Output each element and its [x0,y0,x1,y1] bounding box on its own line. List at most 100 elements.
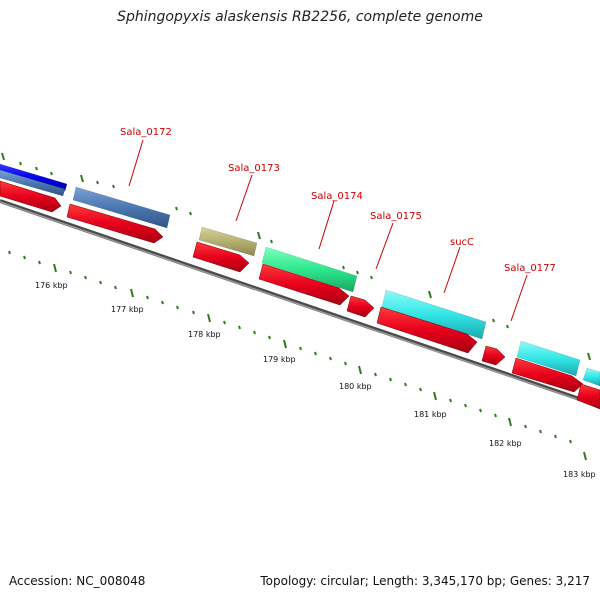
cds-arrow[interactable] [0,180,62,213]
cds-arrow[interactable] [511,357,584,393]
tick-mark [146,295,149,300]
gene-bar-sala-0172[interactable] [72,186,171,229]
tick-mark [99,280,102,285]
tick-mark [38,260,41,265]
tick-mark [112,184,115,189]
tick-mark [223,320,226,325]
tick-mark [176,305,179,310]
leader-line [128,139,144,187]
gene-label-sala-0173[interactable]: Sala_0173 [228,163,280,174]
cds-arrow[interactable] [481,345,506,366]
leader-line [443,246,461,294]
tick-mark [358,365,362,375]
tick-mark [114,285,117,290]
tick-mark [23,255,26,260]
tick-mark [374,372,377,377]
tick-mark [314,351,317,356]
gene-bar-sala-0177[interactable] [582,367,600,387]
tick-mark [84,275,87,280]
tick-mark [539,429,542,434]
gene-label-sala-0172[interactable]: Sala_0172 [120,127,172,138]
scale-label: 181 kbp [414,410,447,419]
scale-label: 177 kbp [111,305,144,314]
scale-label: 183 kbp [563,470,596,479]
tick-mark [1,152,5,161]
tick-mark [508,417,512,427]
tick-mark [192,310,195,315]
leader-line [375,222,394,270]
cds-arrow[interactable] [376,306,478,354]
tick-mark [587,352,591,361]
tick-mark [433,391,437,401]
tick-mark [479,408,482,413]
tick-mark [464,403,467,408]
tick-mark [524,424,527,429]
tick-mark [449,398,452,403]
cds-arrow[interactable] [192,241,250,273]
gene-label-sala-0175[interactable]: Sala_0175 [370,211,422,222]
tick-mark [53,263,57,273]
tick-mark [492,318,495,323]
scale-label: 176 kbp [35,281,68,290]
tick-mark [270,239,273,244]
scale-label: 180 kbp [339,382,372,391]
cds-arrow[interactable] [258,263,350,306]
cds-arrow[interactable] [576,383,600,410]
tick-mark [189,211,192,216]
gene-bar-sala-0175[interactable] [381,289,487,340]
leader-line [510,274,528,322]
gene-bar-sucC[interactable] [516,340,581,377]
tick-mark [389,377,392,382]
cds-arrow[interactable] [346,295,375,318]
cds-arrow[interactable] [66,203,164,244]
tick-mark [161,300,164,305]
gene-label-sucC[interactable]: sucC [450,237,474,248]
tick-mark [583,451,587,461]
scale-label: 178 kbp [188,330,221,339]
tick-mark [96,180,99,185]
outer-ticks [1,152,591,361]
inner-ticks [8,250,587,461]
gene-bar-steelblue-partial[interactable] [0,169,66,197]
tick-mark [80,174,84,183]
tick-mark [299,346,302,351]
tick-mark [419,387,422,392]
scale-labels: 176 kbp 177 kbp 178 kbp 179 kbp 180 kbp … [35,281,596,479]
tick-mark [329,356,332,361]
tick-mark [404,382,407,387]
gene-bar-sala-0174[interactable] [261,246,358,293]
map-title: Sphingopyxis alaskensis RB2256, complete… [117,9,483,25]
genome-summary-text: Topology: circular; Length: 3,345,170 bp… [260,574,590,588]
tick-mark [207,313,211,323]
backbone [0,199,600,408]
leader-line [318,200,335,250]
accession-text: Accession: NC_008048 [9,574,146,588]
gene-label-sala-0177[interactable]: Sala_0177 [504,263,556,274]
tick-mark [69,270,72,275]
tick-mark [554,434,557,439]
tick-mark [506,324,509,329]
tick-mark [175,206,178,211]
tick-mark [569,439,572,444]
leader-line [235,174,253,222]
label-leaders [128,139,528,322]
tick-mark [494,413,497,418]
tick-mark [268,335,271,340]
tick-mark [344,361,347,366]
tick-mark [253,330,256,335]
tick-mark [8,250,11,255]
tick-mark [35,166,38,171]
tick-mark [238,325,241,330]
gene-bar-blue[interactable] [0,163,68,192]
tick-mark [50,171,53,176]
tick-mark [130,288,134,298]
tick-mark [342,265,345,270]
gene-bar-sala-0173[interactable] [198,226,258,257]
gene-labels: Sala_0172 Sala_0173 Sala_0174 Sala_0175 … [120,127,556,274]
tick-mark [19,161,22,166]
gene-label-sala-0174[interactable]: Sala_0174 [311,191,363,202]
tick-mark [257,231,261,240]
tick-mark [356,270,359,275]
gene-features [0,163,600,387]
